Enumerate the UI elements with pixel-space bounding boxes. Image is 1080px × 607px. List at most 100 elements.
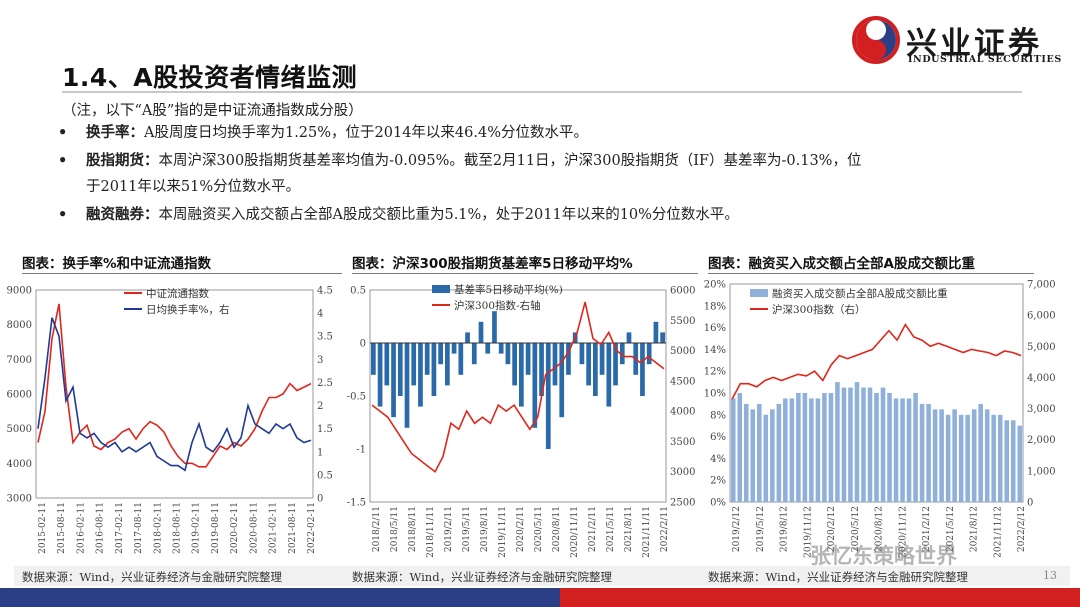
x-tick-label: 2021/5/12 xyxy=(946,506,956,552)
bar xyxy=(613,343,618,386)
bar xyxy=(939,409,944,502)
left-tick-label: 2% xyxy=(710,476,726,487)
x-tick-label: 2018-02-11 xyxy=(153,502,163,554)
bar xyxy=(566,343,571,375)
right-tick-label: 1.5 xyxy=(317,424,333,435)
x-tick-label: 2019-02-11 xyxy=(192,502,202,554)
bullet-turnover: • 换手率：A股周度日均换手率为1.25%，位于2014年以来46.4%分位数水平… xyxy=(58,121,588,145)
bar xyxy=(485,343,491,354)
left-tick-label: 8000 xyxy=(7,320,32,331)
chart-title-margin: 图表：融资买入成交额占全部A股成交额比重 xyxy=(708,256,975,272)
left-tick-label: -1.5 xyxy=(347,498,366,509)
series-line xyxy=(37,317,312,472)
bullet-futures-continuation: 于2011年以来51%分位数水平。 xyxy=(86,179,301,195)
legend-label: 日均换手率%，右 xyxy=(146,303,229,316)
x-tick-label: 2021/8/11 xyxy=(624,506,634,552)
page-title: 1.4、A股投资者情绪监测 xyxy=(62,63,358,92)
x-tick-label: 2019/5/12 xyxy=(756,506,766,552)
x-tick-label: 2019/8/11 xyxy=(480,506,490,552)
bar xyxy=(828,393,834,502)
futures-basis-chart: 0.5 0 -0.5 -1 -1.5 6000 5500 5000 4500 4000 3500 30… xyxy=(347,283,696,558)
x-tick-label: 2020/8/11 xyxy=(552,506,562,552)
x-tick-label: 2018/5/11 xyxy=(390,506,400,552)
x-tick-label: 2021-08-11 xyxy=(288,502,298,554)
x-tick-label: 2021/11/12 xyxy=(993,506,1003,558)
turnover-index-chart: 9000 8000 7000 6000 5000 4000 3000 4.5 4 3.5 3 2.5 2… xyxy=(7,286,333,554)
source-background xyxy=(14,566,344,586)
chart-title-turnover: 图表：换手率%和中证流通指数 xyxy=(22,256,212,272)
bar xyxy=(971,409,977,502)
x-tick-label: 2015-02-11 xyxy=(38,502,48,554)
left-tick-label: 14% xyxy=(704,345,726,356)
x-tick-label: 2017-02-11 xyxy=(115,502,125,554)
bar xyxy=(854,382,860,502)
left-tick-label: 18% xyxy=(704,301,726,312)
chart-source: 数据来源：Wind，兴业证券经济与金融研究院整理 xyxy=(352,570,613,584)
bar xyxy=(619,343,625,365)
x-tick-label: 2017-08-11 xyxy=(134,502,144,554)
bar xyxy=(498,343,504,354)
left-tick-label: 10% xyxy=(704,389,726,400)
series-line xyxy=(371,301,665,473)
left-tick-label: 5000 xyxy=(7,424,32,435)
bar xyxy=(757,403,762,502)
x-tick-label: 2021/11/11 xyxy=(642,506,652,558)
x-tick-label: 2016-02-11 xyxy=(76,502,86,554)
left-tick-label: 6000 xyxy=(7,390,32,401)
bar xyxy=(822,393,827,502)
x-tick-label: 2020/11/12 xyxy=(898,506,908,558)
logo-english-text: INDUSTRIAL SECURITIES xyxy=(908,54,1062,65)
bar xyxy=(586,343,591,386)
bar xyxy=(900,398,905,502)
bar xyxy=(539,343,544,396)
right-tick-label: 0 xyxy=(1027,498,1033,509)
right-tick-label: 4 xyxy=(317,309,323,320)
bar xyxy=(958,414,964,502)
bar xyxy=(874,393,879,502)
series-line xyxy=(37,303,312,468)
x-tick-label: 2020/11/11 xyxy=(570,506,580,558)
bar xyxy=(1010,420,1016,502)
bullet-dot: • xyxy=(58,206,68,223)
x-tick-label: 2016-08-11 xyxy=(96,502,106,554)
bar xyxy=(815,398,821,502)
x-tick-label: 2018-08-11 xyxy=(173,502,183,554)
bar xyxy=(525,343,531,375)
x-tick-label: 2021-02-11 xyxy=(269,502,279,554)
x-tick-label: 2022/2/11 xyxy=(660,506,670,552)
chart-title-rule xyxy=(708,273,1034,274)
footer-stripe-blue xyxy=(0,588,560,607)
footer-stripe-red xyxy=(560,588,1080,607)
right-tick-label: 2 xyxy=(317,401,323,412)
logo-emblem-icon xyxy=(852,16,900,64)
bullet-text: 本周融资买入成交额占全部A股成交额比重为5.1%，处于2011年以来的10%分位… xyxy=(158,207,739,223)
right-tick-label: 3500 xyxy=(670,437,695,448)
bar xyxy=(802,393,808,502)
plot-frame xyxy=(35,289,314,499)
bar xyxy=(532,343,538,428)
bar xyxy=(599,343,605,375)
left-tick-label: 0% xyxy=(710,498,726,509)
bullet-dot: • xyxy=(58,152,68,169)
bar xyxy=(796,393,801,502)
bar xyxy=(465,332,470,343)
x-tick-label: 2020-08-11 xyxy=(249,502,259,554)
bar xyxy=(660,332,665,343)
x-tick-label: 2020/5/11 xyxy=(534,506,544,552)
bar xyxy=(371,343,376,375)
left-tick-label: 20% xyxy=(704,280,726,291)
bar xyxy=(545,343,551,449)
legend-label: 沪深300指数（右） xyxy=(772,303,866,316)
right-tick-label: 5500 xyxy=(670,316,695,327)
bar xyxy=(519,343,524,407)
right-tick-label: 4.5 xyxy=(317,286,333,297)
right-tick-label: 2,000 xyxy=(1027,435,1056,446)
x-tick-label: 2015-08-11 xyxy=(57,502,67,554)
bar xyxy=(880,387,886,502)
x-tick-label: 2020/5/12 xyxy=(851,506,861,552)
x-tick-label: 2018/2/11 xyxy=(372,506,382,552)
bar xyxy=(512,343,517,386)
bar xyxy=(737,393,743,502)
bar xyxy=(1017,425,1023,502)
bar xyxy=(770,409,775,502)
